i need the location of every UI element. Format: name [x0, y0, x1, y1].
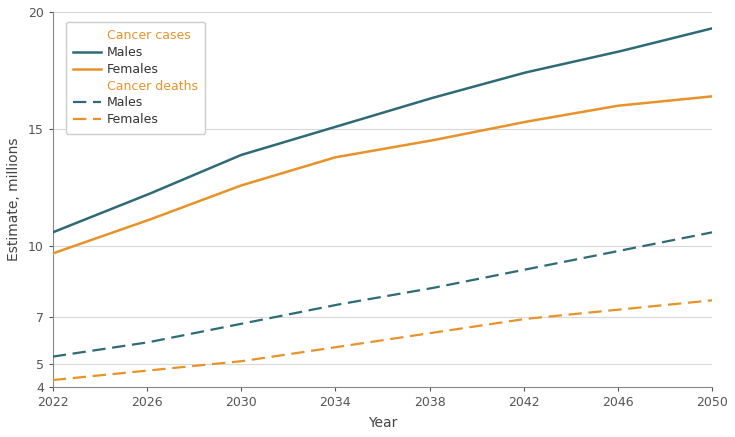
Legend: Cancer cases, Males, Females, Cancer deaths, Males, Females: Cancer cases, Males, Females, Cancer dea…	[65, 22, 205, 134]
X-axis label: Year: Year	[368, 416, 397, 430]
Y-axis label: Estimate, millions: Estimate, millions	[7, 138, 21, 261]
